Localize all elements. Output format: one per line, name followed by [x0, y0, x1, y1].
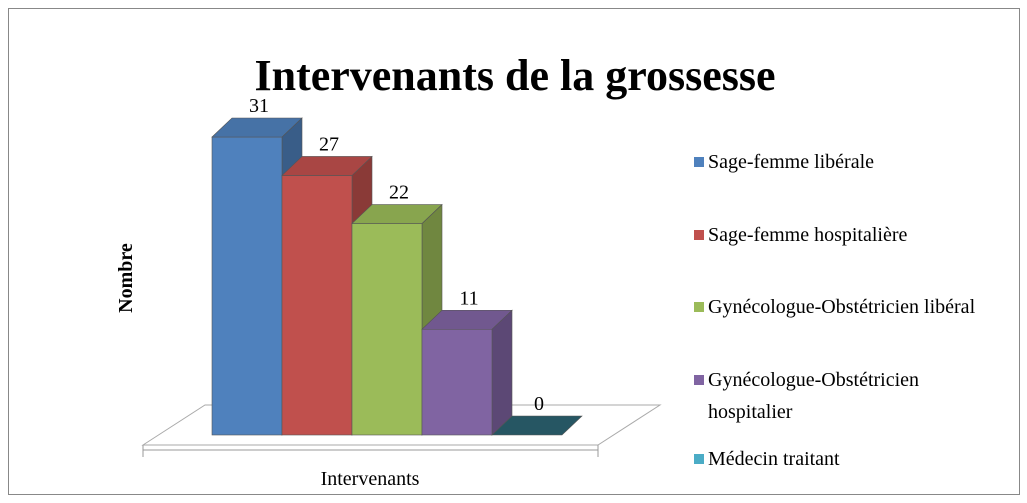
bar-top — [491, 415, 583, 436]
legend-swatch — [694, 302, 704, 312]
legend-label: Gynécologue-Obstétricien hospitalier — [708, 369, 920, 423]
bar — [351, 223, 423, 436]
y-axis-label: Nombre — [115, 243, 137, 313]
bar — [421, 328, 493, 436]
legend-swatch — [694, 230, 704, 240]
data-label: 27 — [319, 133, 339, 155]
legend-item: Sage-femme libérale — [690, 146, 1008, 178]
bar-top — [281, 156, 373, 176]
legend-label: Sage-femme hospitalière — [708, 224, 908, 246]
data-label: 0 — [534, 393, 544, 415]
legend-item: Sage-femme hospitalière — [690, 219, 1008, 251]
legend-swatch — [694, 375, 704, 385]
legend-item: Médecin traitant — [690, 443, 1008, 475]
bar-top — [351, 204, 443, 224]
legend-item: Gynécologue-Obstétricien hospitalier — [690, 364, 1008, 428]
legend-swatch — [694, 157, 704, 167]
bar-top — [421, 309, 513, 330]
bar-top — [211, 117, 303, 138]
data-label: 31 — [249, 95, 269, 117]
legend-label: Sage-femme libérale — [708, 151, 875, 173]
legend-label: Gynécologue-Obstétricien libéral — [708, 296, 976, 318]
x-axis-label: Intervenants — [321, 468, 420, 490]
data-label: 22 — [389, 182, 409, 204]
bar — [211, 136, 283, 436]
legend-item: Gynécologue-Obstétricien libéral — [690, 291, 1008, 323]
legend-label: Médecin traitant — [708, 448, 840, 470]
bar — [281, 175, 353, 436]
legend-swatch — [694, 454, 704, 464]
bar-side — [491, 309, 513, 436]
chart-title: Intervenants de la grossesse — [254, 51, 775, 100]
bars: 31 27 22 11 0 — [211, 95, 583, 436]
data-label: 11 — [459, 287, 478, 309]
